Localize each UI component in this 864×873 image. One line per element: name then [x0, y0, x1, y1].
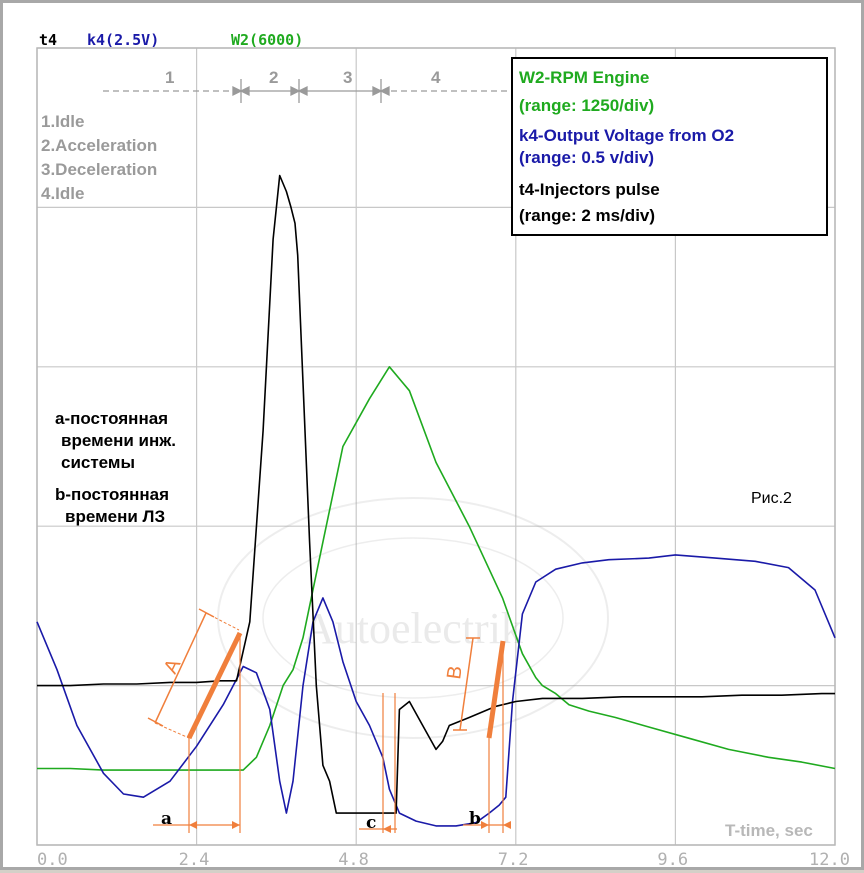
slope-b-highlight [486, 640, 506, 739]
note-a-line3: системы [61, 453, 135, 472]
legend-w2-range: (range: 1250/div) [519, 96, 654, 115]
phase-number-2: 2 [269, 68, 278, 87]
x-tick-label: 0.0 [37, 850, 68, 870]
oscillogram: Autoelectrik t4 k4(2.5V) W2(6000) 1 2 3 … [36, 31, 850, 870]
x-tick-label: 9.6 [657, 850, 688, 870]
phase-label-2: 2.Acceleration [41, 136, 157, 155]
header-t4: t4 [39, 31, 57, 49]
note-a-line2: времени инж. [61, 431, 176, 450]
x-tick-label: 4.8 [338, 850, 369, 870]
marker-A: A [160, 655, 186, 677]
x-axis-ticks: 0.0 2.4 4.8 7.2 9.6 12.0 [37, 850, 850, 870]
legend-k4-title: k4-Output Voltage from O2 [519, 126, 734, 145]
slope-a-highlight [186, 631, 243, 740]
note-a-line1: a-постоянная [55, 409, 168, 428]
marker-B: B [443, 664, 467, 680]
header-k4: k4(2.5V) [87, 31, 159, 49]
figure-label: Рис.2 [751, 490, 792, 507]
x-tick-label: 2.4 [179, 850, 210, 870]
marker-c: c [366, 813, 376, 833]
legend-w2-title: W2-RPM Engine [519, 68, 649, 87]
header-w2: W2(6000) [231, 31, 303, 49]
note-b-line2: времени ЛЗ [65, 507, 165, 526]
phase-bar [103, 79, 513, 103]
watermark: Autoelectrik [217, 497, 609, 739]
dimension-A-line [154, 612, 207, 724]
phase-number-1: 1 [165, 68, 174, 87]
time-constant-annotations [147, 608, 511, 833]
phase-label-3: 3.Deceleration [41, 160, 157, 179]
dimension-B-line [459, 637, 474, 731]
x-tick-label: 7.2 [498, 850, 529, 870]
phase-number-3: 3 [343, 68, 352, 87]
legend-box: W2-RPM Engine (range: 1250/div) k4-Outpu… [511, 57, 828, 236]
series-line-k4-o2-voltage [36, 554, 836, 827]
grid [36, 47, 836, 846]
marker-b: b [469, 809, 481, 829]
phase-label-4: 4.Idle [41, 184, 84, 203]
legend-k4-range: (range: 0.5 v/div) [519, 148, 654, 167]
phase-number-4: 4 [431, 68, 441, 87]
plot-border [36, 47, 836, 846]
phase-label-1: 1.Idle [41, 112, 84, 131]
series-line-w2-rpm [37, 365, 836, 771]
marker-a: a [161, 809, 172, 829]
x-tick-label: 12.0 [809, 850, 850, 870]
series-line-t4-injector-pulse [37, 174, 835, 814]
x-axis-label: T-time, sec [725, 821, 813, 840]
legend-t4-title: t4-Injectors pulse [519, 180, 660, 199]
note-b-line1: b-постоянная [55, 485, 169, 504]
legend-t4-range: (range: 2 ms/div) [519, 206, 655, 225]
watermark-text: Autoelectrik [303, 604, 523, 653]
